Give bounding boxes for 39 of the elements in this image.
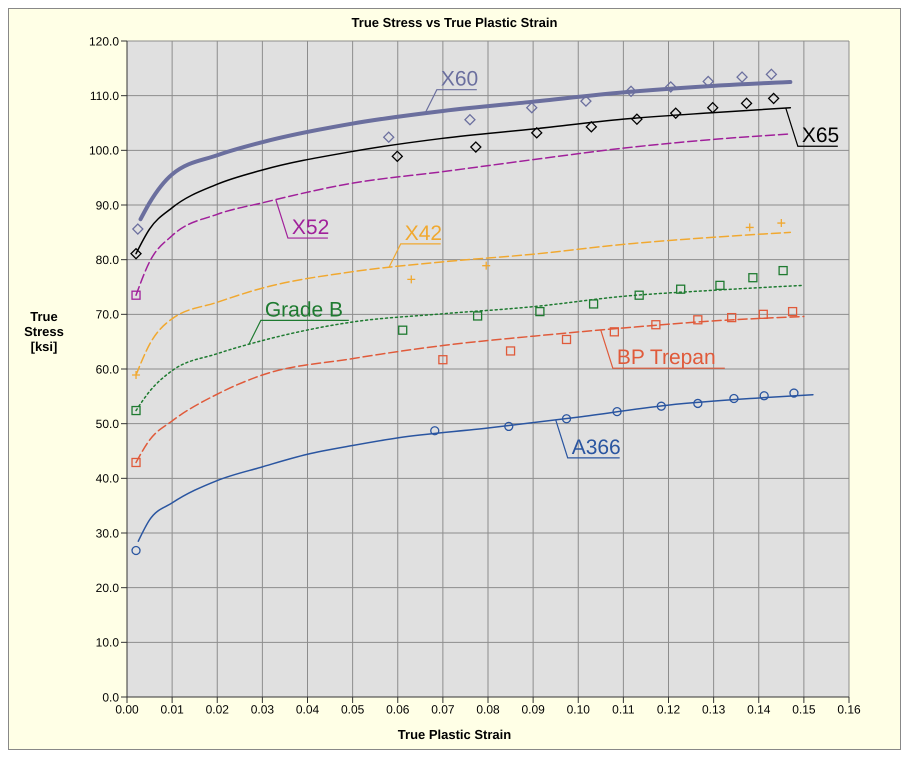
x-tick-label: 0.03 bbox=[250, 702, 274, 717]
x-tick-label: 0.00 bbox=[115, 702, 139, 717]
y-tick-label: 10.0 bbox=[96, 636, 120, 650]
x-tick-label: 0.02 bbox=[206, 702, 230, 717]
y-tick-label: 40.0 bbox=[96, 472, 120, 486]
y-tick-label: 60.0 bbox=[96, 362, 120, 376]
x-tick-label: 0.12 bbox=[656, 702, 680, 717]
annotation: Grade B bbox=[264, 298, 344, 322]
annotation: BP Trepan bbox=[616, 346, 716, 370]
x-axis-title: True Plastic Strain bbox=[396, 727, 512, 742]
y-tick-label: 0.0 bbox=[102, 690, 120, 704]
y-tick-label: 50.0 bbox=[96, 416, 120, 431]
y-tick-label: 100.0 bbox=[88, 144, 120, 158]
annotation: A366 bbox=[572, 436, 621, 459]
x-tick-label: 0.14 bbox=[747, 702, 771, 717]
x-tick-label: 0.11 bbox=[612, 702, 635, 717]
x-tick-label: 0.06 bbox=[386, 702, 410, 717]
y-tick-label: 20.0 bbox=[96, 580, 120, 595]
x-tick-label: 0.10 bbox=[566, 702, 590, 717]
y-tick-label: 120.0 bbox=[88, 34, 120, 48]
x-tick-label: 0.16 bbox=[837, 702, 861, 717]
y-tick-label: 90.0 bbox=[96, 198, 120, 212]
x-tick-label: 0.05 bbox=[340, 702, 365, 717]
y-axis-title: True Stress [ksi] bbox=[23, 309, 65, 354]
annotation: X42 bbox=[404, 222, 442, 245]
y-tick-label: 110.0 bbox=[90, 88, 120, 103]
y-tick-label: 30.0 bbox=[96, 526, 120, 540]
x-tick-label: 0.09 bbox=[521, 702, 546, 717]
y-tick-label: 70.0 bbox=[96, 308, 120, 322]
x-tick-label: 0.04 bbox=[296, 702, 320, 717]
x-tick-label: 0.07 bbox=[431, 702, 455, 717]
x-tick-label: 0.13 bbox=[702, 702, 726, 717]
y-tick-label: 80.0 bbox=[96, 252, 120, 267]
x-tick-label: 0.15 bbox=[792, 702, 816, 717]
chart-title: True Stress vs True Plastic Strain bbox=[350, 14, 558, 32]
x-tick-label: 0.08 bbox=[476, 702, 500, 717]
annotation: X52 bbox=[292, 216, 330, 240]
annotation: X65 bbox=[802, 124, 840, 148]
x-tick-label: 0.01 bbox=[160, 702, 184, 717]
